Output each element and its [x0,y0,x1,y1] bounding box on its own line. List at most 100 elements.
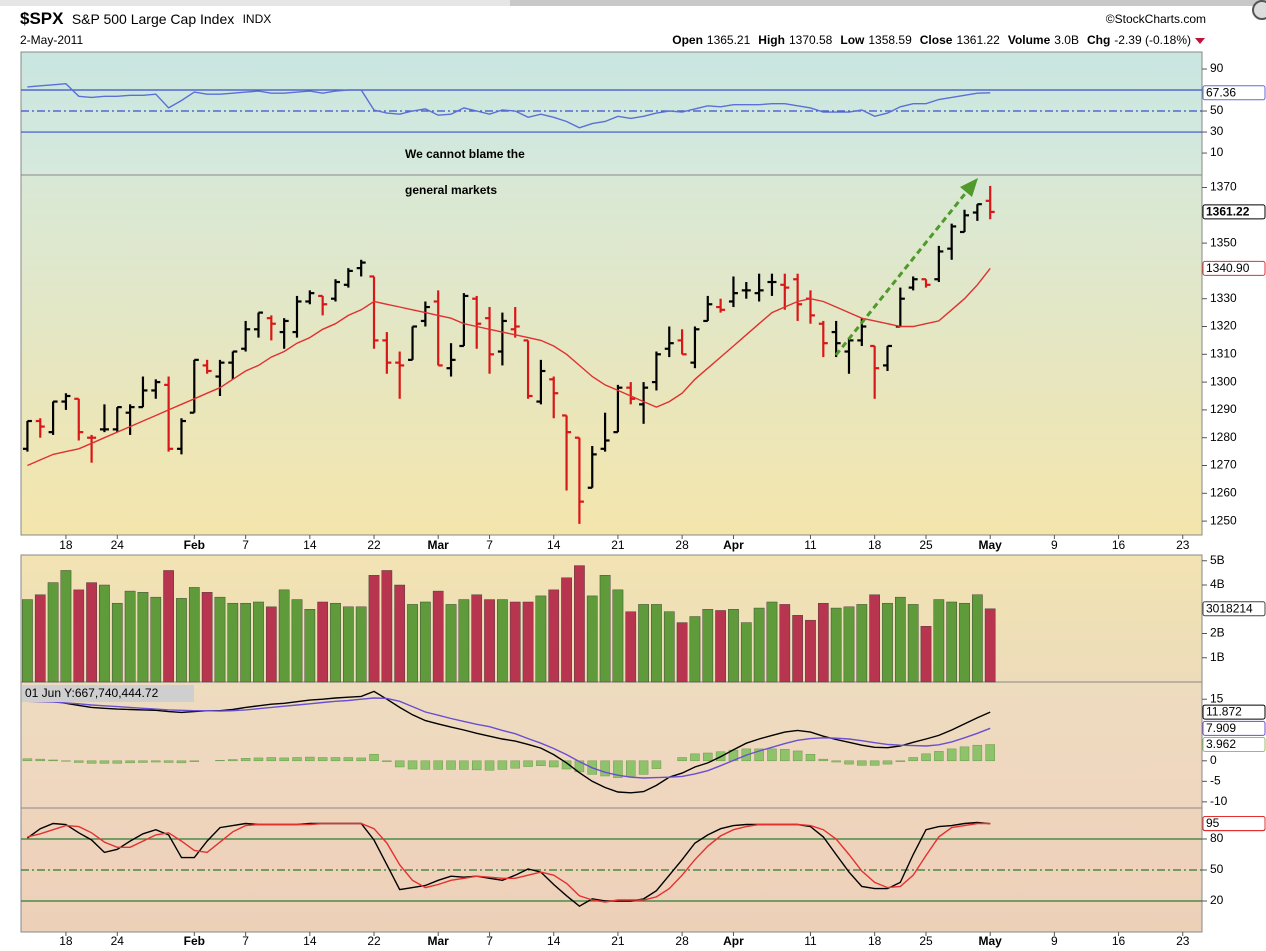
y-tick-label: 80 [1210,831,1224,845]
volume-bar [984,608,996,683]
volume-bar [265,606,277,683]
volume-bar [689,616,701,683]
volume-bar [779,604,791,683]
x-tick-label: May [979,934,1003,948]
histogram-bar [985,744,995,762]
plot-layer: 9050301067.36125012601270128012901300131… [21,61,1266,948]
last-value-tag [1202,816,1266,831]
x-tick-label: 21 [611,538,625,552]
x-tick-label: 22 [367,934,381,948]
y-tick-label: -10 [1210,794,1228,808]
histogram-bar [125,760,135,764]
volume-bar [484,599,495,683]
indicator-line [27,82,991,129]
histogram-bar [882,760,893,765]
volume-bar [586,595,598,683]
last-value-label: 1340.90 [1206,261,1250,275]
down-arrow [1195,38,1205,44]
x-tick-label: 7 [486,538,493,552]
x-tick-label: 28 [675,538,689,552]
volume-bar [278,589,290,683]
volume-bar [137,592,149,683]
x-tick-label: 24 [111,934,125,948]
x-tick-label: 7 [486,934,493,948]
histogram-bar [240,758,251,762]
volume-bar [535,595,547,683]
trend-arrowhead [960,178,978,197]
volume-bar [753,607,765,683]
last-value-label: 3.962 [1206,737,1236,751]
x-tick-label: Feb [184,538,205,552]
histogram-bar [484,760,495,771]
histogram-bar [292,757,302,762]
volume-bar [73,589,85,683]
x-tick-label: 9 [1051,538,1058,552]
volume-bar [522,601,534,683]
x-tick-label: 18 [59,934,73,948]
histogram-bar [317,757,328,762]
histogram-bar [921,753,931,762]
x-tick-label: 24 [111,538,125,552]
quote-label: High [758,33,785,47]
histogram-bar [536,760,546,766]
volume-bar [676,622,688,683]
window-button[interactable] [1252,0,1266,20]
x-tick-label: 7 [242,934,249,948]
histogram-bar [972,744,983,762]
histogram-bar [112,760,123,764]
exchange: INDX [243,12,272,26]
price-panel [20,174,1203,536]
y-tick-label: 1250 [1210,513,1237,527]
y-tick-label: 1370 [1210,180,1237,194]
volume-bar [766,601,778,683]
x-tick-label: 16 [1112,934,1126,948]
histogram-bar [459,760,469,770]
x-tick-label: Feb [184,934,205,948]
y-tick-label: 1290 [1210,402,1237,416]
volume-bar [894,596,906,683]
x-tick-label: Mar [428,538,450,552]
last-value-label: 7.909 [1206,721,1236,735]
x-tick-label: 28 [675,934,689,948]
volume-bar [959,602,970,683]
histogram-bar [908,757,918,762]
volume-bar [792,615,803,683]
histogram-bar [767,748,777,762]
volume-bar [150,596,162,683]
last-value-label: 3018214 [1206,601,1253,615]
volume-bar [253,601,264,683]
quote-label: Close [920,33,953,47]
volume-bar [561,577,572,683]
histogram-bar [433,760,443,770]
x-tick-label: 18 [59,538,73,552]
y-tick-label: 1260 [1210,485,1237,499]
volume-bar [214,596,226,683]
y-tick-label: 4B [1210,577,1225,591]
x-tick-label: 14 [303,934,317,948]
indicator-line [27,822,991,903]
annotation: general markets [405,183,497,197]
volume-bar [291,599,303,683]
volume-bar [638,604,649,683]
y-tick-label: 20 [1210,893,1224,907]
histogram-bar [561,760,572,770]
volume-bar [163,570,174,683]
volume-bar [612,589,624,683]
last-value-tag [1202,720,1266,736]
histogram-bar [548,760,559,768]
histogram-bar [356,757,366,762]
histogram-bar [138,760,148,763]
volume-bar [188,587,200,683]
last-value-tag [1202,204,1266,220]
x-tick-label: 14 [303,538,317,552]
histogram-bar [677,757,687,762]
symbol: $SPX [20,9,64,28]
histogram-bar [189,760,200,762]
x-tick-label: 25 [919,934,933,948]
y-tick-label: 10 [1210,145,1224,159]
x-tick-label: 18 [868,934,882,948]
volume-bar [111,602,123,683]
histogram-bar [703,752,713,762]
volume-bar [728,609,739,683]
volume-bar [60,570,72,683]
